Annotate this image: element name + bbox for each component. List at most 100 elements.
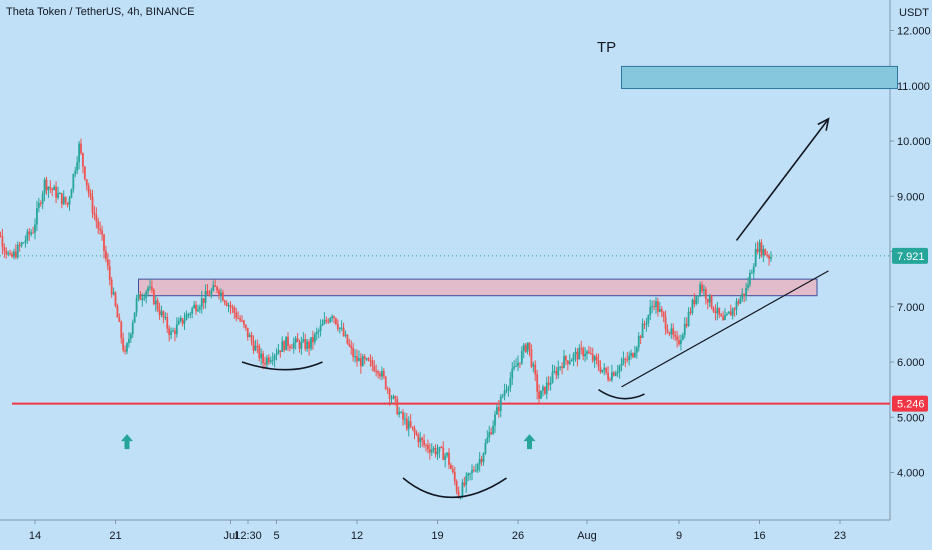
candle-body bbox=[662, 312, 665, 317]
candle-body bbox=[95, 214, 98, 222]
candle-body bbox=[262, 353, 264, 364]
candle-body bbox=[346, 334, 349, 344]
candle-body bbox=[701, 284, 703, 291]
candle-body bbox=[258, 345, 261, 359]
candle-body bbox=[760, 242, 763, 256]
x-tick-label: 14 bbox=[29, 530, 41, 542]
candle-body bbox=[292, 342, 295, 349]
projection-arrow-head bbox=[817, 117, 830, 131]
time-axis bbox=[0, 520, 932, 550]
candle-body bbox=[373, 365, 376, 372]
candle-body bbox=[392, 396, 395, 399]
candle-body bbox=[168, 328, 171, 336]
candle-body bbox=[394, 396, 397, 400]
candle-body bbox=[572, 354, 575, 360]
candle-body bbox=[1, 236, 4, 247]
candle-body bbox=[74, 170, 77, 175]
resistance-zone bbox=[138, 278, 818, 297]
candle-body bbox=[149, 286, 151, 288]
candle-body bbox=[497, 407, 500, 412]
candle-body bbox=[695, 296, 698, 305]
candle-body bbox=[306, 341, 309, 349]
candle-body bbox=[735, 301, 738, 310]
candle-body bbox=[427, 444, 429, 450]
candle-body bbox=[340, 327, 343, 329]
candle-body bbox=[388, 389, 391, 399]
candle-body bbox=[582, 348, 585, 357]
candle-body bbox=[440, 446, 443, 448]
candle-body bbox=[112, 292, 115, 295]
candle-body bbox=[212, 285, 215, 291]
candle-body bbox=[344, 334, 347, 336]
candle-body bbox=[189, 313, 192, 315]
candle-body bbox=[428, 449, 431, 453]
candle-body bbox=[607, 372, 609, 380]
candle-body bbox=[348, 343, 351, 346]
x-tick-label: 21 bbox=[109, 530, 121, 542]
candle-body bbox=[133, 312, 136, 323]
candle-body bbox=[645, 323, 648, 325]
candle-body bbox=[522, 344, 525, 352]
candle-body bbox=[57, 193, 59, 198]
rounded-bottom-curve bbox=[598, 388, 645, 400]
candle-body bbox=[158, 309, 161, 316]
candle-body bbox=[11, 253, 13, 257]
candle-body bbox=[586, 351, 588, 354]
candle-body bbox=[229, 305, 232, 308]
candle-body bbox=[152, 289, 155, 305]
candle-body bbox=[390, 398, 393, 400]
candle-body bbox=[231, 307, 234, 309]
candle-body bbox=[404, 418, 406, 420]
candle-body bbox=[204, 291, 207, 303]
candle-body bbox=[206, 291, 209, 295]
candle-body bbox=[758, 242, 761, 252]
candle-body bbox=[191, 308, 194, 314]
candle-body bbox=[605, 367, 608, 373]
candle-body bbox=[237, 318, 240, 320]
candle-body bbox=[358, 358, 360, 362]
candle-body bbox=[72, 174, 75, 190]
candle-body bbox=[718, 307, 721, 315]
candle-body bbox=[34, 224, 36, 233]
candle-body bbox=[576, 351, 579, 360]
candle-body bbox=[187, 314, 190, 316]
candle-body bbox=[342, 327, 345, 336]
candle-body bbox=[568, 361, 571, 365]
support-price-tag-label: 5.246 bbox=[897, 399, 925, 411]
candle-body bbox=[693, 299, 696, 305]
candle-body bbox=[304, 339, 307, 349]
candle-body bbox=[664, 316, 667, 330]
candle-body bbox=[122, 338, 125, 351]
candle-body bbox=[22, 242, 25, 244]
candle-body bbox=[287, 336, 289, 347]
candle-body bbox=[672, 328, 675, 336]
candle-body bbox=[400, 412, 402, 414]
candle-body bbox=[9, 253, 11, 255]
candle-body bbox=[244, 324, 247, 328]
candle-body bbox=[260, 353, 263, 359]
candle-body bbox=[379, 373, 381, 377]
candle-body bbox=[551, 371, 554, 383]
candle-body bbox=[515, 366, 517, 368]
candle-body bbox=[570, 359, 573, 362]
candle-body bbox=[545, 382, 548, 394]
candle-body bbox=[446, 452, 448, 456]
candle-body bbox=[331, 316, 333, 319]
candle-body bbox=[737, 301, 740, 304]
candle-body bbox=[712, 307, 715, 312]
candle-body bbox=[14, 251, 17, 258]
candle-body bbox=[413, 427, 416, 433]
candle-body bbox=[271, 359, 274, 361]
candle-body bbox=[578, 347, 581, 360]
candle-body bbox=[137, 294, 140, 299]
candle-body bbox=[762, 249, 765, 256]
candle-body bbox=[208, 294, 211, 297]
rounded-bottom-curve bbox=[402, 477, 507, 499]
candle-body bbox=[273, 355, 276, 360]
candle-body bbox=[660, 308, 663, 313]
candle-body bbox=[166, 317, 169, 329]
candle-body bbox=[637, 336, 640, 348]
candle-body bbox=[768, 255, 770, 259]
candle-body bbox=[233, 307, 236, 313]
candle-body bbox=[220, 292, 222, 296]
